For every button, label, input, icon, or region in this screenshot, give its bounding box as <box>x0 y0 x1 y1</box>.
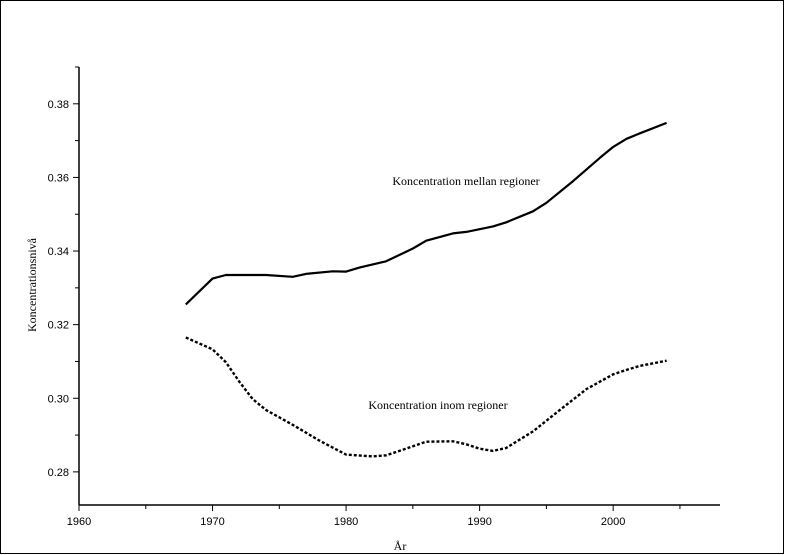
x-tick-label: 1980 <box>334 516 358 528</box>
series-lines <box>185 121 667 458</box>
annotation-between-regions: Koncentration mellan regioner <box>392 174 539 188</box>
y-axis-title: Koncentrationsnivå <box>25 237 39 332</box>
x-tick-label: 1970 <box>200 516 224 528</box>
y-tick-label: 0.38 <box>48 99 69 111</box>
series-line-within-regions <box>185 336 667 458</box>
axes <box>78 67 720 506</box>
x-axis-title: År <box>394 539 407 553</box>
y-tick-label: 0.32 <box>48 320 69 332</box>
x-tick-label: 1960 <box>67 516 91 528</box>
series-line-between-regions <box>185 121 667 306</box>
y-tick-label: 0.34 <box>48 246 69 258</box>
annotation-within-regions: Koncentration inom regioner <box>368 398 507 412</box>
labels: Koncentrationsnivå År Koncentration mell… <box>25 174 540 553</box>
y-tick-label: 0.28 <box>48 467 69 479</box>
y-tick-label: 0.30 <box>48 393 69 405</box>
y-tick-label: 0.36 <box>48 172 69 184</box>
x-tick-label: 1990 <box>467 516 491 528</box>
ticks: 0.28 0.30 0.32 0.34 0.36 0.38 1960 1970 1980 1990… <box>48 66 681 528</box>
x-tick-label: 2000 <box>601 516 625 528</box>
